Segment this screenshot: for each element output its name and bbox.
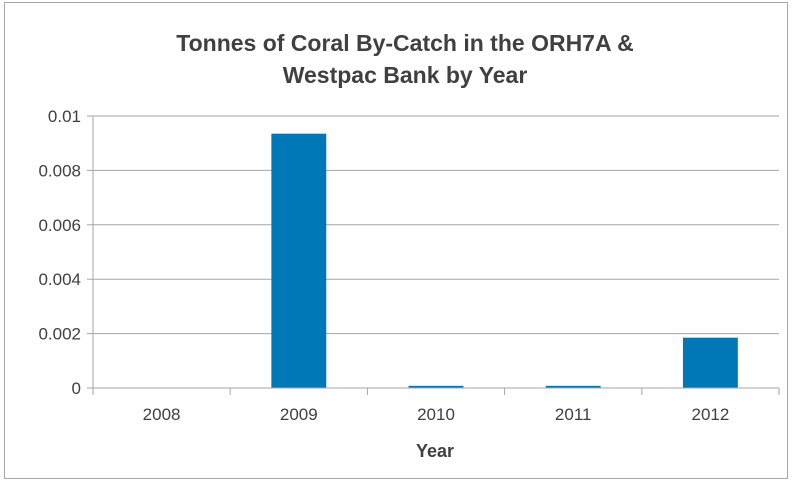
bar-2010	[408, 385, 464, 388]
x-tick-labels: 2008 2009 2010 2011 2012	[143, 405, 730, 424]
x-tick-label-2010: 2010	[417, 405, 455, 424]
y-tick-label-2: 0.004	[38, 270, 81, 289]
axes	[87, 115, 780, 395]
x-axis-title: Year	[416, 441, 454, 461]
chart-title-line-2: Westpac Bank by Year	[283, 62, 528, 88]
y-tick-label-4: 0.008	[38, 161, 81, 180]
x-tick-label-2011: 2011	[555, 405, 592, 424]
bar-2012	[682, 337, 738, 388]
bars	[271, 133, 738, 388]
chart-title-line-1: Tonnes of Coral By-Catch in the ORH7A &	[176, 30, 633, 56]
x-tick-label-2009: 2009	[280, 405, 318, 424]
gridlines	[93, 115, 779, 335]
x-tick-label-2008: 2008	[143, 405, 181, 424]
x-tick-label-2012: 2012	[691, 405, 729, 424]
y-tick-label-0: 0	[72, 379, 81, 398]
y-tick-label-3: 0.006	[38, 216, 81, 235]
bar-2009	[271, 133, 327, 388]
y-tick-label-1: 0.002	[38, 325, 81, 344]
y-tick-labels: 0 0.002 0.004 0.006 0.008 0.01	[38, 107, 81, 398]
y-tick-label-5: 0.01	[48, 107, 81, 126]
chart-frame: Tonnes of Coral By-Catch in the ORH7A & …	[4, 2, 788, 479]
chart-svg: Tonnes of Coral By-Catch in the ORH7A & …	[38, 30, 780, 461]
bar-2011	[545, 385, 601, 388]
